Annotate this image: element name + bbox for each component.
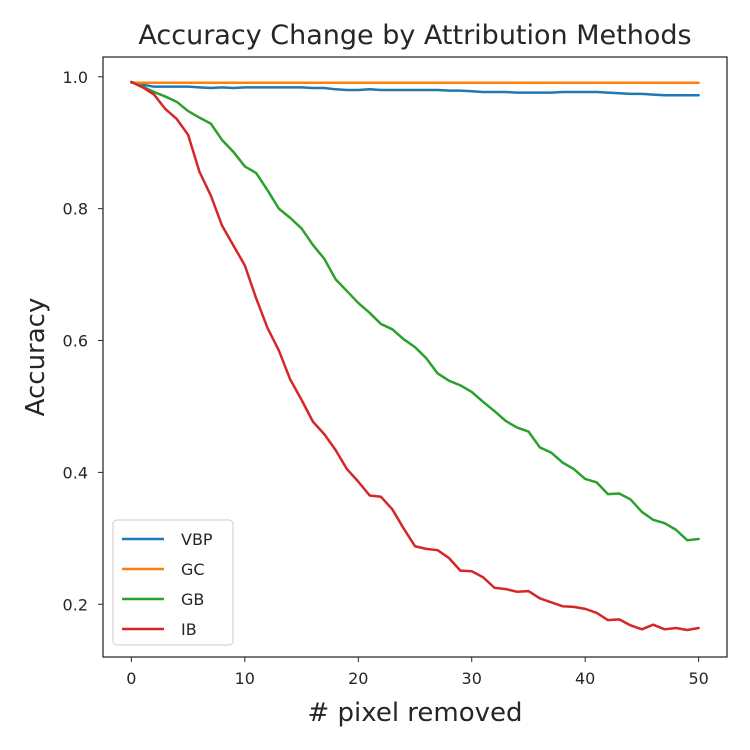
series-line-gb (130, 80, 700, 542)
x-tick-label: 20 (348, 669, 368, 688)
y-tick-label: 0.6 (63, 332, 88, 351)
legend-box (112, 519, 234, 646)
series-line-vbp (130, 80, 700, 97)
plot-frame (102, 56, 728, 658)
series-layer (130, 80, 700, 632)
x-tick-label: 30 (462, 669, 482, 688)
legend-items: VBP GC GB IB (122, 530, 213, 639)
legend-label-gb: GB (181, 590, 204, 609)
y-axis-label: Accuracy (21, 298, 51, 417)
y-tick-label: 0.8 (63, 200, 88, 219)
legend: VBP GC GB IB (112, 519, 234, 646)
x-axis: 0 10 20 30 40 50 (126, 657, 709, 688)
x-tick-label: 0 (126, 669, 136, 688)
y-tick-label: 1.0 (63, 68, 88, 87)
y-axis: 0.2 0.4 0.6 0.8 1.0 (63, 68, 103, 614)
x-tick-label: 40 (575, 669, 595, 688)
x-axis-label: # pixel removed (307, 698, 522, 728)
y-tick-label: 0.2 (63, 595, 88, 614)
x-tick-label: 50 (688, 669, 708, 688)
legend-label-gc: GC (181, 560, 205, 579)
x-tick-label: 10 (235, 669, 255, 688)
y-tick-label: 0.4 (63, 463, 88, 482)
legend-label-vbp: VBP (181, 530, 213, 549)
legend-label-ib: IB (181, 620, 197, 639)
chart-title: Accuracy Change by Attribution Methods (138, 20, 691, 51)
series-line-ib (130, 80, 700, 632)
